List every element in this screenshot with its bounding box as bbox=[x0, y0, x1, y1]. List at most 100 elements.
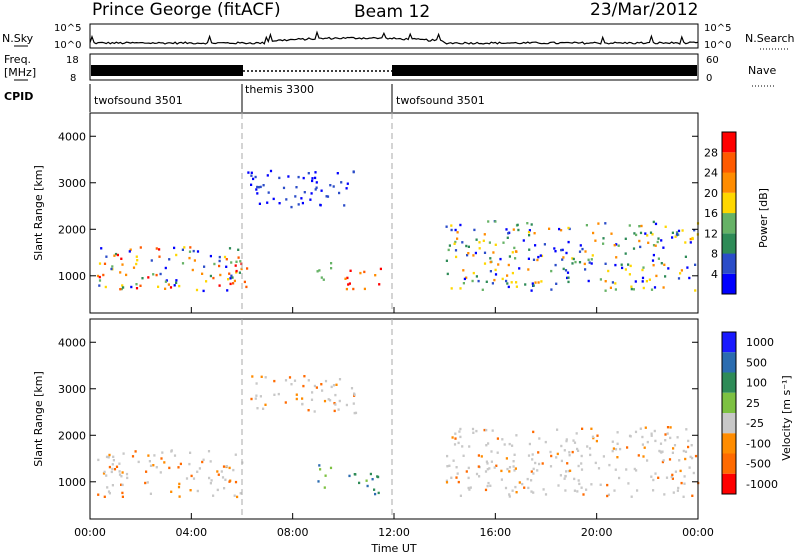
scatter-cell bbox=[628, 273, 631, 276]
freq-tick-top: 18 bbox=[66, 55, 79, 66]
scatter-cell bbox=[137, 460, 140, 464]
scatter-cell bbox=[496, 437, 499, 440]
scatter-cell bbox=[684, 457, 687, 461]
scatter-cell bbox=[577, 449, 580, 452]
scatter-cell bbox=[202, 458, 205, 461]
scatter-cell bbox=[688, 276, 691, 280]
scatter-cell bbox=[628, 434, 632, 438]
scatter-cell bbox=[301, 397, 304, 400]
scatter-cell bbox=[179, 462, 182, 466]
cpid-segment-3: twofsound 3501 bbox=[396, 94, 485, 107]
scatter-cell bbox=[559, 474, 562, 477]
scatter-cell bbox=[511, 489, 514, 492]
scatter-cell bbox=[374, 274, 377, 277]
scatter-cell bbox=[302, 384, 305, 388]
scatter-cell bbox=[488, 467, 491, 470]
scatter-cell bbox=[177, 466, 180, 469]
scatter-cell bbox=[336, 172, 339, 175]
scatter-cell bbox=[450, 476, 453, 479]
scatter-cell bbox=[531, 282, 534, 285]
scatter-cell bbox=[672, 491, 675, 494]
scatter-cell bbox=[155, 247, 158, 250]
scatter-cell bbox=[512, 460, 515, 463]
scatter-cell bbox=[337, 408, 340, 411]
scatter-cell bbox=[659, 442, 663, 445]
scatter-cell bbox=[266, 201, 269, 204]
scatter-cell bbox=[564, 489, 567, 492]
scatter-cell bbox=[673, 444, 677, 447]
scatter-cell bbox=[657, 476, 660, 479]
scatter-cell bbox=[566, 271, 570, 274]
scatter-cell bbox=[689, 455, 692, 459]
scatter-cell bbox=[272, 197, 275, 201]
scatter-cell bbox=[454, 228, 457, 232]
scatter-cell bbox=[661, 450, 664, 453]
scatter-cell bbox=[577, 479, 580, 482]
scatter-cell bbox=[229, 277, 232, 280]
scatter-cell bbox=[161, 451, 164, 454]
scatter-cell bbox=[98, 275, 101, 279]
scatter-cell bbox=[170, 490, 173, 493]
scatter-cell bbox=[562, 256, 565, 259]
scatter-cell bbox=[513, 469, 516, 472]
scatter-cell bbox=[512, 228, 515, 231]
scatter-cell bbox=[130, 285, 133, 289]
scatter-cell bbox=[660, 239, 663, 242]
freq-label: Freq. bbox=[4, 53, 31, 66]
scatter-cell bbox=[532, 258, 536, 261]
scatter-cell bbox=[573, 489, 576, 492]
scatter-cell bbox=[323, 486, 326, 489]
scatter-cell bbox=[684, 241, 687, 244]
scatter-cell bbox=[641, 268, 644, 272]
scatter-cell bbox=[235, 260, 238, 263]
scatter-cell bbox=[234, 453, 237, 456]
scatter-cell bbox=[303, 375, 306, 378]
scatter-cell bbox=[353, 411, 356, 415]
scatter-cell bbox=[654, 439, 657, 443]
scatter-cell bbox=[687, 439, 690, 443]
scatter-cell bbox=[641, 435, 644, 439]
scatter-cell bbox=[136, 259, 139, 262]
scatter-cell bbox=[585, 488, 588, 491]
scatter-cell bbox=[164, 287, 167, 290]
scatter-cell bbox=[111, 463, 114, 466]
scatter-cell bbox=[550, 269, 553, 273]
scatter-cell bbox=[648, 278, 651, 281]
scatter-cell bbox=[612, 447, 615, 450]
scatter-cell bbox=[528, 248, 531, 251]
scatter-cell bbox=[646, 459, 649, 462]
scatter-cell bbox=[515, 434, 518, 437]
scatter-cell bbox=[621, 266, 624, 270]
scatter-cell bbox=[577, 464, 580, 468]
scatter-cell bbox=[568, 454, 571, 457]
scatter-cell bbox=[637, 454, 640, 457]
scatter-cell bbox=[189, 246, 192, 249]
scatter-cell bbox=[475, 275, 478, 278]
scatter-cell bbox=[144, 481, 147, 485]
scatter-cell bbox=[633, 232, 636, 235]
scatter-cell bbox=[377, 491, 380, 495]
scatter-cell bbox=[614, 288, 617, 291]
scatter-cell bbox=[527, 231, 531, 234]
scatter-cell bbox=[469, 486, 472, 489]
scatter-cell bbox=[467, 466, 470, 470]
scatter-cell bbox=[487, 220, 490, 223]
scatter-cell bbox=[504, 486, 508, 490]
scatter-cell bbox=[317, 480, 320, 483]
scatter-cell bbox=[663, 263, 666, 266]
scatter-cell bbox=[567, 276, 570, 279]
scatter-cell bbox=[654, 472, 657, 475]
scatter-cell bbox=[301, 201, 304, 205]
scatter-cell bbox=[532, 430, 535, 434]
scatter-cell bbox=[445, 225, 448, 228]
scatter-cell bbox=[462, 454, 465, 457]
scatter-cell bbox=[185, 477, 189, 480]
scatter-cell bbox=[646, 234, 649, 237]
scatter-cell bbox=[226, 289, 229, 292]
scatter-cell bbox=[188, 462, 191, 466]
scatter-cell bbox=[664, 275, 667, 278]
scatter-cell bbox=[567, 226, 570, 230]
scatter-cell bbox=[664, 225, 667, 228]
scatter-cell bbox=[554, 263, 557, 267]
y-tick-label: 2000 bbox=[58, 429, 86, 442]
